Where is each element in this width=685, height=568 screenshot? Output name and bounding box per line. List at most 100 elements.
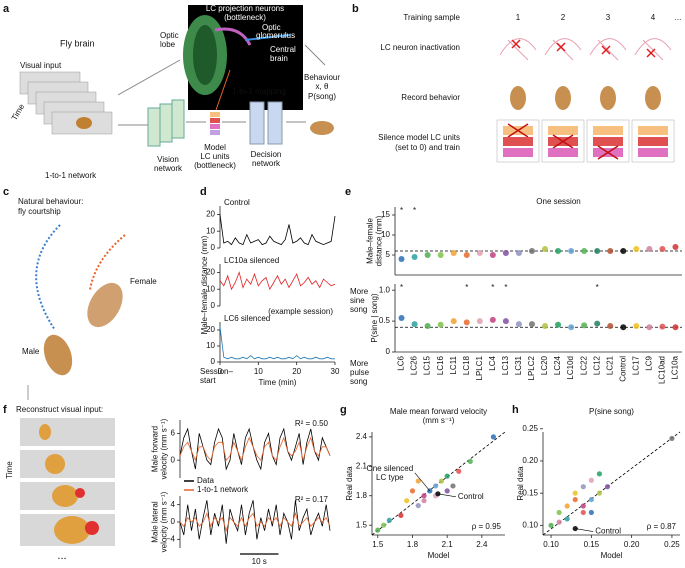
female-path [89, 234, 126, 291]
label: Central [270, 45, 296, 54]
y-axis-label: Male–female distance (mm) [200, 235, 209, 334]
x-tick-label: 30 [331, 367, 340, 376]
category-dot [502, 318, 509, 325]
scatter-point [375, 527, 381, 533]
label: 3 [606, 13, 611, 22]
category-dot [424, 252, 431, 258]
panel-f: f Reconstruct visual input: Time ... [3, 404, 115, 562]
y-axis-label: Male lateral velocity (mm s⁻¹) [151, 491, 169, 552]
category-dot [568, 248, 575, 254]
label: Optic [160, 31, 179, 40]
series-line [219, 214, 336, 246]
category-dot [489, 316, 496, 323]
category-dot [672, 324, 679, 331]
x-tick-label: LC20 [540, 355, 549, 375]
column-box [541, 119, 585, 163]
neuron-sketch [589, 38, 627, 61]
label: Optic [262, 23, 281, 32]
side-note: song [350, 305, 367, 314]
column-box [496, 119, 540, 163]
category-dot [581, 248, 588, 254]
y-tick-label: 0 [386, 347, 391, 356]
category-dot [515, 250, 522, 256]
x-tick-label: 2.4 [476, 540, 488, 549]
panel-letter: f [3, 404, 7, 416]
x-tick-label: LC24 [553, 355, 562, 375]
scatter-point [596, 471, 603, 477]
y-tick-label: 0 [171, 517, 176, 526]
y-tick-label: 2.1 [356, 461, 368, 470]
inactivation-x [556, 42, 566, 52]
category-dot [672, 244, 679, 250]
label: ... [675, 13, 682, 22]
category-dot [542, 323, 549, 330]
category-dot [555, 321, 562, 328]
x-tick-label: 0.10 [543, 540, 559, 549]
y-tick-label: 10 [206, 341, 215, 350]
label: Visual input [20, 61, 62, 70]
vision-network [147, 99, 185, 147]
category-dot [594, 320, 601, 327]
y-axis-label: velocity (mm s⁻¹) [160, 491, 169, 552]
y-tick-label: 20 [206, 210, 215, 219]
y-axis-label: Real data [516, 466, 525, 501]
panel-letter: g [340, 404, 347, 416]
panel-e: e [345, 186, 351, 198]
scatter-point [580, 484, 586, 490]
category-dot [515, 321, 522, 328]
category-dot [528, 248, 535, 254]
significance-star: * [413, 206, 416, 215]
neuron-sketch [499, 38, 537, 61]
category-dot [581, 322, 588, 329]
label: 2 [561, 13, 566, 22]
y-axis-label: Real data [516, 466, 525, 501]
scatter-point [444, 473, 450, 479]
label: Session– [200, 367, 233, 376]
significance-star: * [400, 206, 403, 215]
scatter-point [572, 496, 578, 503]
significance-star: * [400, 283, 403, 292]
x-axis-label: Model [428, 551, 450, 560]
category-dot [463, 319, 470, 326]
y-tick-label: 0 [211, 301, 216, 310]
chart-title: (mm s⁻¹) [423, 416, 455, 425]
lc-unit [593, 126, 623, 135]
series-line [179, 436, 331, 462]
input-frames [19, 71, 113, 135]
column-box [631, 119, 675, 163]
label: Time [10, 102, 27, 122]
x-tick-label: LC18 [462, 355, 471, 375]
x-tick-label: LC4 [488, 355, 497, 370]
series-line [179, 500, 331, 544]
y-tick-label: 10 [206, 284, 215, 293]
side-note: sine [350, 296, 365, 305]
category-dot [607, 323, 614, 330]
label: ... [57, 550, 66, 562]
category-dot [542, 246, 549, 252]
annotation: ρ = 0.87 [647, 522, 677, 531]
label: LC units [200, 152, 229, 161]
scatter-point [415, 478, 421, 484]
x-tick-label: LPLC1 [475, 355, 484, 380]
category-dot [437, 252, 444, 258]
y-axis-label: Real data [345, 466, 354, 501]
y-tick-label: 10 [206, 226, 215, 235]
annotation-arrow [437, 493, 456, 498]
y-tick-label: −4 [166, 534, 176, 543]
label: fly courtship [18, 207, 61, 216]
legend-label: 1-to-1 network [197, 485, 249, 494]
label: 1 [516, 13, 521, 22]
label: LC projection neurons [206, 4, 284, 13]
label: (bottleneck) [224, 13, 266, 22]
x-tick-label: Control [618, 356, 627, 382]
scatter-point [556, 509, 562, 516]
significance-star: * [504, 283, 507, 292]
category-dot [659, 246, 666, 252]
label: brain [270, 54, 288, 63]
fit-line [371, 431, 506, 536]
category-dot [411, 321, 418, 328]
label: Decision [251, 150, 282, 159]
lc-neuron [214, 27, 252, 46]
annotation-arrow [414, 472, 431, 492]
scatter-point [556, 519, 562, 525]
